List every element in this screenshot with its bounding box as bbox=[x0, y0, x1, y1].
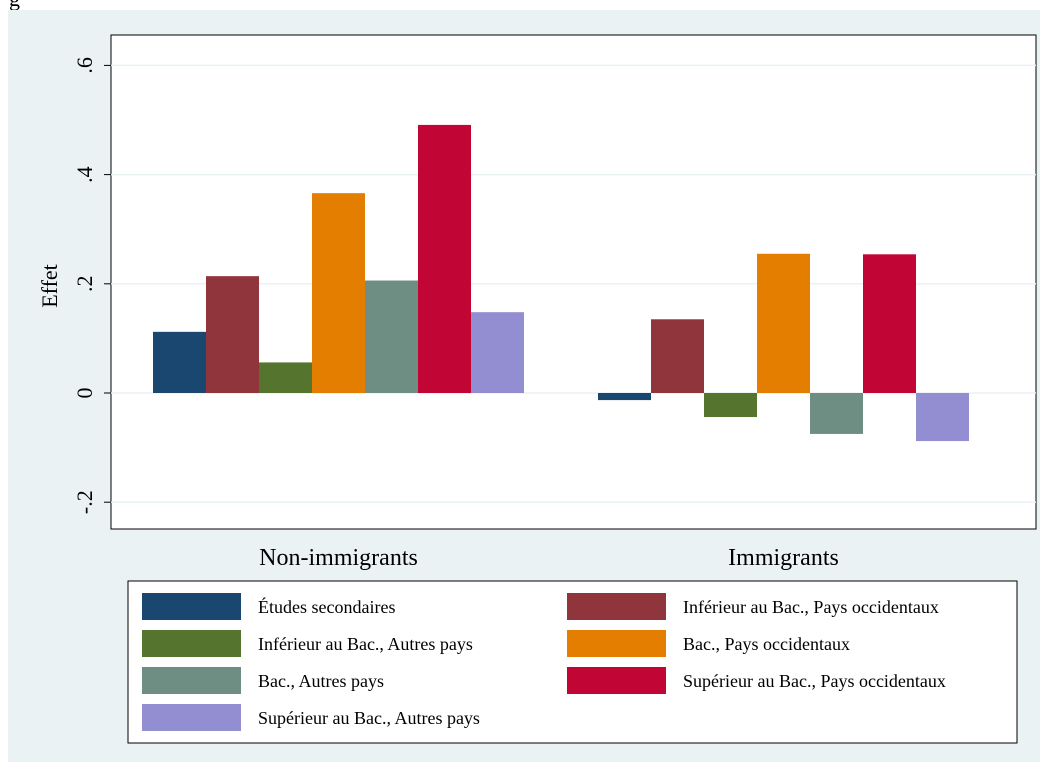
bar bbox=[651, 319, 704, 393]
y-axis: -.2 0 .2 .4 .6 bbox=[72, 57, 111, 514]
legend-entry-label: Bac., Pays occidentaux bbox=[683, 634, 850, 654]
legend-entry-label: Inférieur au Bac., Autres pays bbox=[258, 634, 473, 654]
x-category-label: Immigrants bbox=[728, 545, 839, 571]
y-axis-label: Effet bbox=[37, 264, 62, 308]
corner-label: g bbox=[9, 0, 20, 12]
y-tick-label: .6 bbox=[72, 57, 97, 74]
bar bbox=[757, 253, 810, 393]
bar bbox=[598, 393, 651, 401]
y-tick-label: .4 bbox=[72, 166, 97, 183]
legend-entry-label: Bac., Autres pays bbox=[258, 671, 384, 691]
y-tick-label: .2 bbox=[72, 276, 97, 293]
legend-swatch bbox=[567, 593, 666, 620]
bar bbox=[418, 124, 471, 393]
x-axis-labels: Non-immigrants Immigrants bbox=[259, 545, 839, 571]
bar bbox=[704, 393, 757, 418]
bars bbox=[153, 124, 969, 442]
x-category-label: Non-immigrants bbox=[259, 545, 418, 571]
bar bbox=[365, 280, 418, 393]
legend-swatch bbox=[142, 667, 241, 694]
legend-swatch bbox=[567, 630, 666, 657]
legend-swatch bbox=[567, 667, 666, 694]
legend: Études secondaires Inférieur au Bac., Pay… bbox=[142, 593, 946, 731]
legend-swatch bbox=[142, 704, 241, 731]
bar bbox=[863, 254, 916, 393]
legend-entry-label: Supérieur au Bac., Autres pays bbox=[258, 708, 480, 728]
legend-entry-label: Supérieur au Bac., Pays occidentaux bbox=[683, 671, 946, 691]
bar bbox=[259, 362, 312, 393]
y-tick-label: 0 bbox=[72, 388, 97, 399]
bar bbox=[471, 312, 524, 393]
bar bbox=[312, 193, 365, 393]
legend-entry-label: Études secondaires bbox=[258, 596, 395, 617]
bar bbox=[153, 331, 206, 393]
legend-swatch bbox=[142, 593, 241, 620]
legend-entry-label: Inférieur au Bac., Pays occidentaux bbox=[683, 597, 939, 617]
bar bbox=[810, 393, 863, 434]
bar bbox=[206, 276, 259, 393]
y-tick-label: -.2 bbox=[72, 490, 97, 514]
bar bbox=[916, 393, 969, 442]
legend-swatch bbox=[142, 630, 241, 657]
